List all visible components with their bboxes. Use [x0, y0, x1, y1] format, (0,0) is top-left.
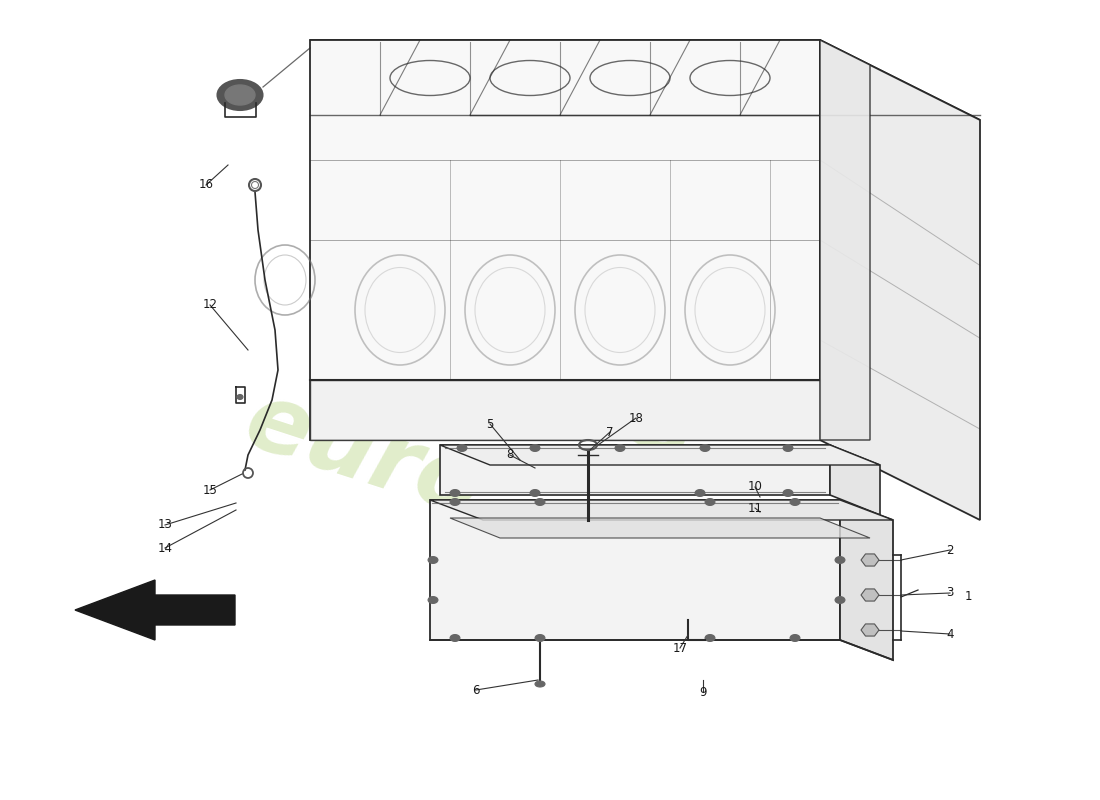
Ellipse shape — [530, 445, 540, 451]
Text: 6: 6 — [472, 683, 480, 697]
Ellipse shape — [456, 445, 468, 451]
Ellipse shape — [450, 490, 460, 497]
Ellipse shape — [450, 634, 460, 642]
Ellipse shape — [790, 634, 800, 642]
Text: 1: 1 — [965, 590, 971, 603]
Text: a passion for cars: a passion for cars — [403, 139, 587, 197]
Polygon shape — [440, 445, 880, 465]
Polygon shape — [440, 445, 830, 495]
Text: parts: parts — [414, 305, 708, 479]
Text: 2: 2 — [946, 543, 954, 557]
Ellipse shape — [705, 634, 715, 642]
Text: 5: 5 — [486, 418, 494, 430]
Text: 8: 8 — [506, 449, 514, 462]
Polygon shape — [310, 380, 820, 440]
Ellipse shape — [705, 498, 715, 506]
Polygon shape — [75, 580, 235, 640]
Polygon shape — [861, 624, 879, 636]
Polygon shape — [820, 40, 980, 520]
Ellipse shape — [535, 498, 544, 506]
Text: 13: 13 — [157, 518, 173, 531]
Polygon shape — [310, 40, 820, 440]
Ellipse shape — [790, 498, 800, 506]
Text: since 1985: since 1985 — [497, 65, 735, 151]
Ellipse shape — [783, 445, 793, 451]
Ellipse shape — [695, 490, 705, 497]
Text: 10: 10 — [748, 481, 762, 494]
Polygon shape — [450, 518, 870, 538]
Polygon shape — [830, 445, 880, 515]
Text: euro: euro — [233, 374, 493, 538]
Text: 14: 14 — [157, 542, 173, 554]
Ellipse shape — [835, 557, 845, 563]
Polygon shape — [861, 589, 879, 601]
Polygon shape — [820, 40, 870, 440]
Ellipse shape — [783, 490, 793, 497]
Ellipse shape — [700, 445, 710, 451]
Ellipse shape — [236, 394, 243, 399]
Polygon shape — [861, 554, 879, 566]
Ellipse shape — [450, 498, 460, 506]
Text: 17: 17 — [672, 642, 688, 654]
Polygon shape — [430, 500, 893, 520]
Text: 16: 16 — [198, 178, 213, 191]
Polygon shape — [840, 500, 893, 660]
Text: 9: 9 — [700, 686, 706, 698]
Text: 12: 12 — [202, 298, 218, 311]
Text: 15: 15 — [202, 483, 218, 497]
Ellipse shape — [226, 85, 255, 105]
Ellipse shape — [218, 80, 263, 110]
Ellipse shape — [615, 445, 625, 451]
Text: 11: 11 — [748, 502, 762, 514]
Ellipse shape — [530, 490, 540, 497]
Text: 4: 4 — [946, 627, 954, 641]
Ellipse shape — [535, 634, 544, 642]
Ellipse shape — [535, 681, 544, 687]
Polygon shape — [310, 40, 980, 120]
Text: 18: 18 — [628, 411, 643, 425]
Ellipse shape — [428, 557, 438, 563]
Text: 7: 7 — [606, 426, 614, 438]
Ellipse shape — [428, 597, 438, 603]
Polygon shape — [430, 500, 840, 640]
Ellipse shape — [835, 597, 845, 603]
Text: 3: 3 — [946, 586, 954, 599]
